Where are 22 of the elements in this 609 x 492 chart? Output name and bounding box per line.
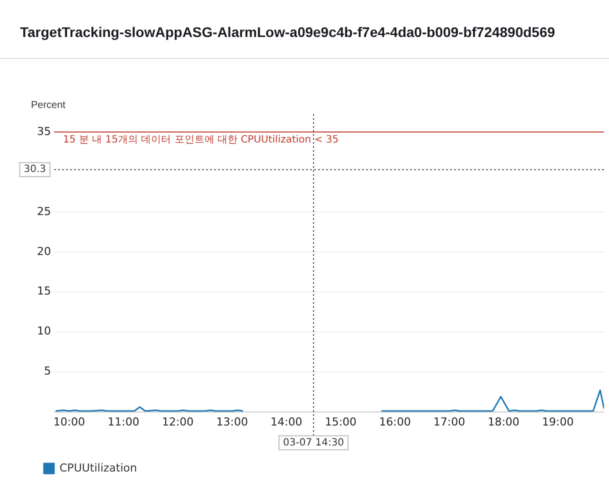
y-tick-label: 10: [36, 324, 51, 338]
y-tick-label: 35: [36, 124, 51, 138]
x-tick-label: 18:00: [488, 415, 520, 428]
y-tick-label: 15: [36, 284, 51, 298]
x-tick-label: 12:00: [162, 415, 194, 428]
ref-line-label: 30.3: [24, 164, 46, 176]
x-tick-label: 16:00: [379, 415, 411, 428]
x-tick-label: 14:00: [270, 415, 302, 428]
ref-line-label: 15 분 내 15개의 데이터 포인트에 대한 CPUUtilization < 35: [62, 134, 339, 146]
x-tick-label: 17:00: [433, 415, 466, 428]
x-tick-label: 11:00: [108, 415, 140, 428]
x-tick-label: 10:00: [53, 415, 86, 428]
y-tick-label: 25: [36, 204, 51, 218]
chart-title: TargetTracking-slowAppASG-AlarmLow-a09e9c4b-f7e4-4da0-b009-bf724890d569: [19, 23, 556, 42]
x-tick-label: 19:00: [542, 415, 574, 428]
y-tick-label: 20: [36, 244, 51, 258]
legend-label: CPUUtilization: [60, 461, 138, 474]
ref-line-label: 03-07 14:30: [282, 437, 344, 448]
y-tick-label: 5: [44, 364, 51, 378]
x-tick-label: 13:00: [216, 415, 248, 428]
y-axis-title: Percent: [31, 100, 66, 111]
x-tick-label: 15:00: [324, 415, 357, 428]
